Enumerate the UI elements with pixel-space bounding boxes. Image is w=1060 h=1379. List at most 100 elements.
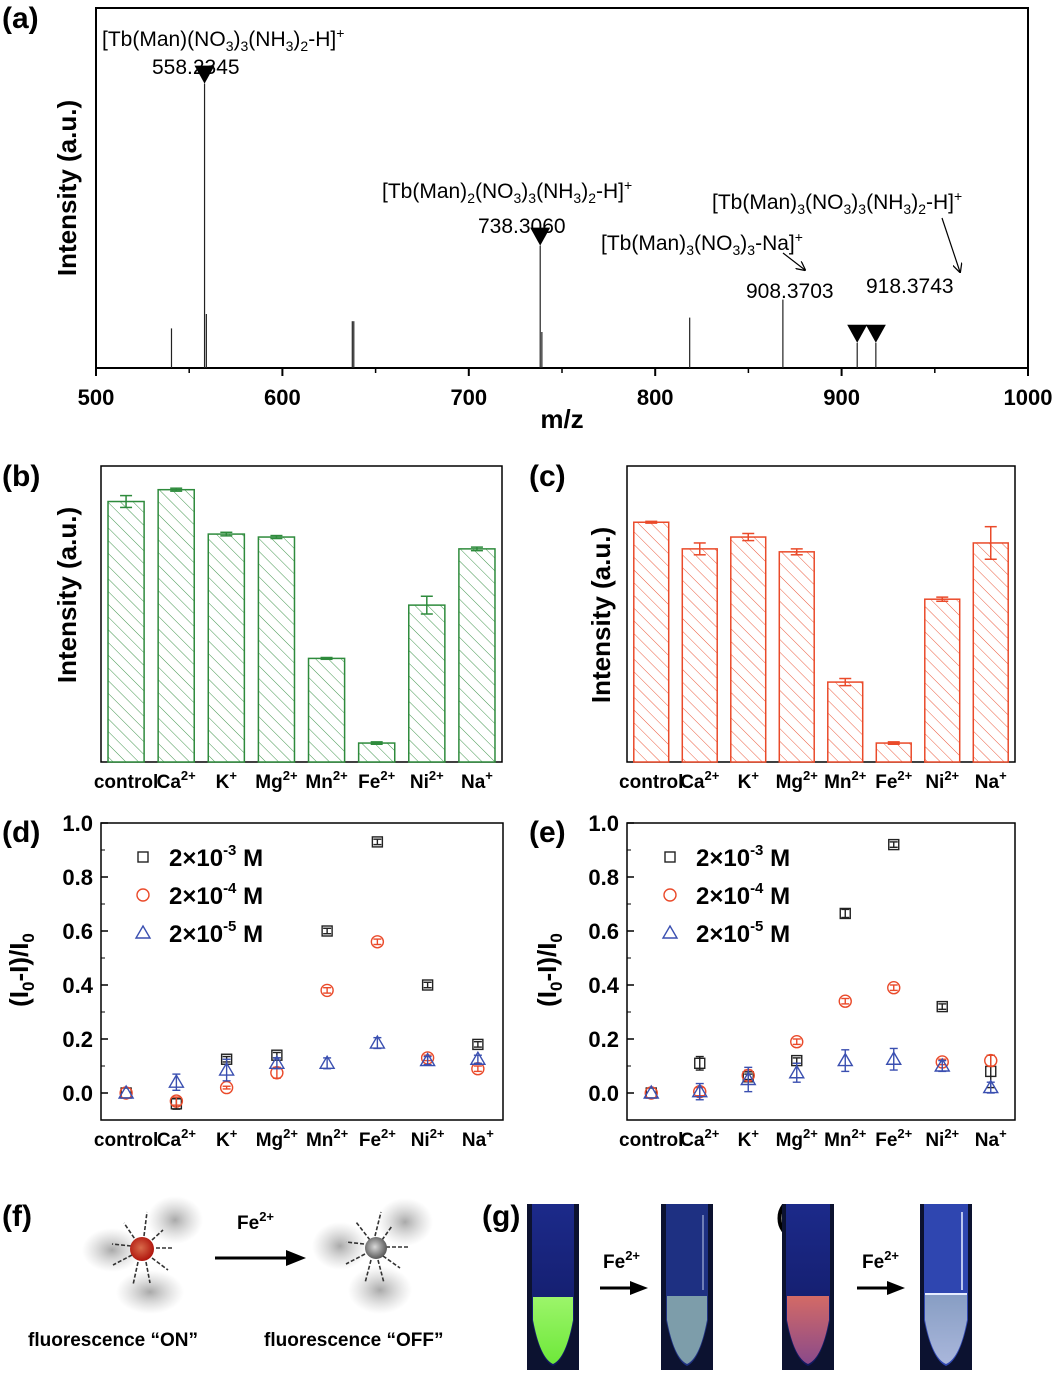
arrow-right-icon xyxy=(600,1281,648,1295)
y-tick-label: 0.8 xyxy=(588,865,619,890)
marker-triangle xyxy=(661,924,679,939)
legend-label: 2×10-5 M xyxy=(696,918,790,948)
peak-marker-triangle xyxy=(865,324,886,343)
panel-label-e: (e) xyxy=(529,816,566,849)
peak-marker-triangle xyxy=(847,324,868,343)
marker-triangle xyxy=(885,1050,902,1065)
bar xyxy=(924,598,961,763)
bar xyxy=(972,542,1009,763)
marker-triangle xyxy=(419,1052,436,1067)
bar xyxy=(157,488,195,763)
category-label: Ni2+ xyxy=(410,768,444,793)
reagent-label: Fe2+ xyxy=(603,1248,640,1273)
panel-label-b: (b) xyxy=(2,460,40,493)
category-label: Ca2+ xyxy=(680,768,720,793)
tube-before-green xyxy=(527,1204,579,1370)
y-axis-title: Intensity (a.u.) xyxy=(52,100,82,276)
marker-triangle xyxy=(218,1061,235,1076)
marker-triangle xyxy=(934,1057,951,1072)
bar xyxy=(778,551,815,763)
panel-label-f: (f) xyxy=(2,1200,32,1233)
category-label: K+ xyxy=(216,1126,238,1151)
category-label: Na+ xyxy=(975,1126,1007,1151)
bars xyxy=(633,520,1009,763)
bar xyxy=(408,604,446,763)
bars xyxy=(107,487,496,763)
annotation-mz: 558.2345 xyxy=(152,56,240,79)
bar xyxy=(257,536,296,763)
marker-circle xyxy=(887,981,901,995)
plot-frame xyxy=(626,822,1016,1121)
category-label: Na+ xyxy=(975,768,1007,793)
annotation-arrow xyxy=(941,217,960,272)
y-tick-label: 0.0 xyxy=(588,1081,619,1106)
plot-frame xyxy=(100,465,503,763)
category-label: Ca2+ xyxy=(157,1126,197,1151)
peak-marker-triangle xyxy=(194,65,215,84)
category-label: Fe2+ xyxy=(359,1126,396,1151)
x-tick-label: 700 xyxy=(450,385,487,410)
category-label: control xyxy=(619,1130,683,1151)
bar xyxy=(875,742,912,763)
category-label: Fe2+ xyxy=(358,768,395,793)
annotation-738: [Tb(Man)2(NO3)3(NH3)2-H]+ 738.3060 xyxy=(382,177,632,238)
nanoparticle-off-icon xyxy=(312,1198,433,1314)
scatter-chart-e: 0.00.20.40.60.81.0 2×10-3 M2×10-4 M2×10-… xyxy=(532,811,1016,1151)
bar xyxy=(357,742,396,763)
tube-photos-g: Fe2+ xyxy=(527,1204,713,1370)
category-label: Ni2+ xyxy=(925,1126,959,1151)
scatter-chart-d: 0.00.20.40.60.81.0 2×10-3 M2×10-4 M2×10-… xyxy=(4,811,504,1151)
bar xyxy=(207,533,246,763)
category-label: Ni2+ xyxy=(925,768,959,793)
x-tick-label: 800 xyxy=(637,385,674,410)
annotation-mz: 918.3743 xyxy=(866,275,954,298)
annotation-558: [Tb(Man)(NO3)3(NH3)2-H]+ 558.2345 xyxy=(102,25,344,79)
marker-circle xyxy=(219,1080,234,1095)
marker-triangle xyxy=(469,1050,487,1065)
marker-triangle xyxy=(982,1079,999,1094)
y-tick-label: 1.0 xyxy=(588,811,619,836)
peak-marker-triangle xyxy=(530,227,551,246)
nanoparticle-on-icon xyxy=(82,1196,203,1314)
marker-square xyxy=(839,907,851,920)
y-axis-title: (I0-I)/I0 xyxy=(532,933,566,1007)
category-label: Mg2+ xyxy=(776,1126,819,1151)
marker-triangle xyxy=(691,1083,708,1098)
y-tick-label: 0.6 xyxy=(62,919,93,944)
marker-triangle xyxy=(740,1071,757,1086)
y-tick-label: 0.0 xyxy=(62,1081,93,1106)
bar xyxy=(730,536,767,763)
plot-frame xyxy=(626,465,1016,763)
legend: 2×10-3 M 2×10-4 M 2×10-5 M xyxy=(661,842,790,948)
bar xyxy=(633,521,670,763)
marker-triangle xyxy=(168,1073,185,1088)
panel-label-g: (g) xyxy=(482,1200,520,1233)
annotation-908: [Tb(Man)3(NO3)3-Na]+ 908.3703 xyxy=(601,229,834,303)
marker-triangle xyxy=(643,1084,660,1099)
marker-triangle xyxy=(788,1064,805,1079)
category-label: control xyxy=(619,772,683,793)
panel-label-a: (a) xyxy=(2,2,39,35)
bar xyxy=(681,548,718,763)
bar xyxy=(307,657,346,763)
y-tick-label: 0.2 xyxy=(62,1027,93,1052)
y-axis-ticks: 0.0 0.2 0.4 0.6 0.8 1.0 xyxy=(62,811,108,1121)
category-label: Mn2+ xyxy=(824,768,867,793)
data-points xyxy=(643,838,999,1101)
x-tick-label: 1000 xyxy=(1004,385,1053,410)
data-points xyxy=(117,836,487,1110)
marker-square xyxy=(421,979,434,991)
panel-label-d: (d) xyxy=(2,816,40,849)
marker-circle xyxy=(169,1094,184,1108)
tube-after-red xyxy=(920,1204,972,1370)
category-label: Mn2+ xyxy=(305,768,348,793)
x-axis-title: m/z xyxy=(540,404,583,434)
marker-circle xyxy=(663,888,677,902)
category-label: Ca2+ xyxy=(157,768,197,793)
spectrum-peaks xyxy=(170,65,886,368)
y-axis-title: Intensity (a.u.) xyxy=(52,507,82,683)
y-axis-title: (I0-I)/I0 xyxy=(4,933,38,1007)
